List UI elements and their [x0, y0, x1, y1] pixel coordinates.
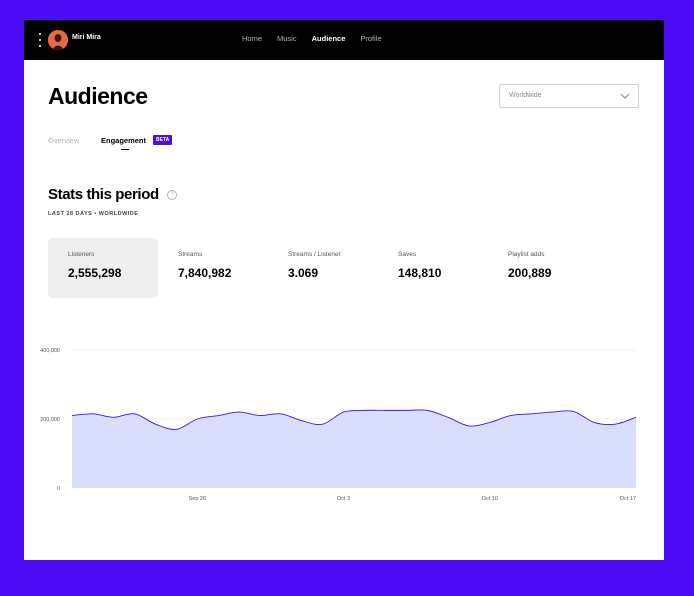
- more-menu-icon[interactable]: [38, 33, 42, 47]
- x-tick-label: Oct 17: [620, 496, 636, 502]
- beta-badge: BETA: [153, 135, 173, 145]
- stat-value: 7,840,982: [178, 266, 232, 280]
- x-tick-label: Oct 3: [337, 496, 350, 502]
- x-tick-label: Sep 26: [189, 496, 206, 502]
- stat-label: Playlist adds: [508, 251, 545, 258]
- stat-card-saves[interactable]: Saves 148,810: [378, 238, 488, 298]
- stat-label: Streams: [178, 251, 203, 258]
- y-tick-label: 400,000: [40, 348, 60, 354]
- nav-music[interactable]: Music: [277, 34, 297, 43]
- stat-card-listeners[interactable]: Listeners 2,555,298: [48, 238, 158, 298]
- region-select[interactable]: Worldwide: [499, 84, 639, 108]
- main-nav: Home Music Audience Profile: [242, 34, 397, 43]
- y-tick-label: 200,000: [40, 417, 60, 423]
- series-line: [71, 409, 637, 430]
- stat-label: Listeners: [68, 251, 95, 258]
- app-frame: Miri Mira Home Music Audience Profile Au…: [24, 20, 664, 560]
- stats-subtitle: LAST 28 DAYS • WORLDWIDE: [48, 211, 139, 217]
- stat-value: 148,810: [398, 266, 442, 280]
- y-tick-label: 0: [57, 486, 60, 492]
- stat-value: 3.069: [288, 266, 319, 280]
- stat-value: 200,889: [508, 266, 552, 280]
- avatar-image: [48, 30, 68, 50]
- listeners-chart: 400,000 200,000 0 Sep 26 Oct 3 Oct 10 Oct 17: [40, 348, 637, 502]
- stat-card-playlist-adds[interactable]: Playlist adds 200,889: [488, 238, 598, 298]
- nav-profile[interactable]: Profile: [360, 34, 382, 43]
- chevron-down-icon: [620, 93, 630, 99]
- stat-label: Saves: [398, 251, 417, 258]
- region-select-value: Worldwide: [509, 92, 542, 99]
- stat-label: Streams / Listener: [288, 251, 341, 258]
- top-bar: Miri Mira Home Music Audience Profile: [24, 20, 664, 60]
- series-area: [72, 409, 636, 488]
- avatar[interactable]: [48, 30, 68, 50]
- page-title: Audience: [48, 83, 148, 109]
- user-name[interactable]: Miri Mira: [72, 34, 101, 41]
- stats-title: Stats this period: [48, 186, 159, 203]
- stat-card-streams-per-listener[interactable]: Streams / Listener 3.069: [268, 238, 378, 298]
- tab-active-indicator: [121, 149, 129, 150]
- nav-home[interactable]: Home: [242, 34, 263, 43]
- nav-audience[interactable]: Audience: [311, 34, 346, 43]
- stat-card-streams[interactable]: Streams 7,840,982: [158, 238, 268, 298]
- tab-engagement[interactable]: Engagement: [101, 136, 147, 145]
- tab-overview[interactable]: Overview: [48, 136, 80, 145]
- stat-value: 2,555,298: [68, 266, 122, 280]
- x-tick-label: Oct 10: [482, 496, 498, 502]
- help-icon[interactable]: ?: [167, 190, 177, 200]
